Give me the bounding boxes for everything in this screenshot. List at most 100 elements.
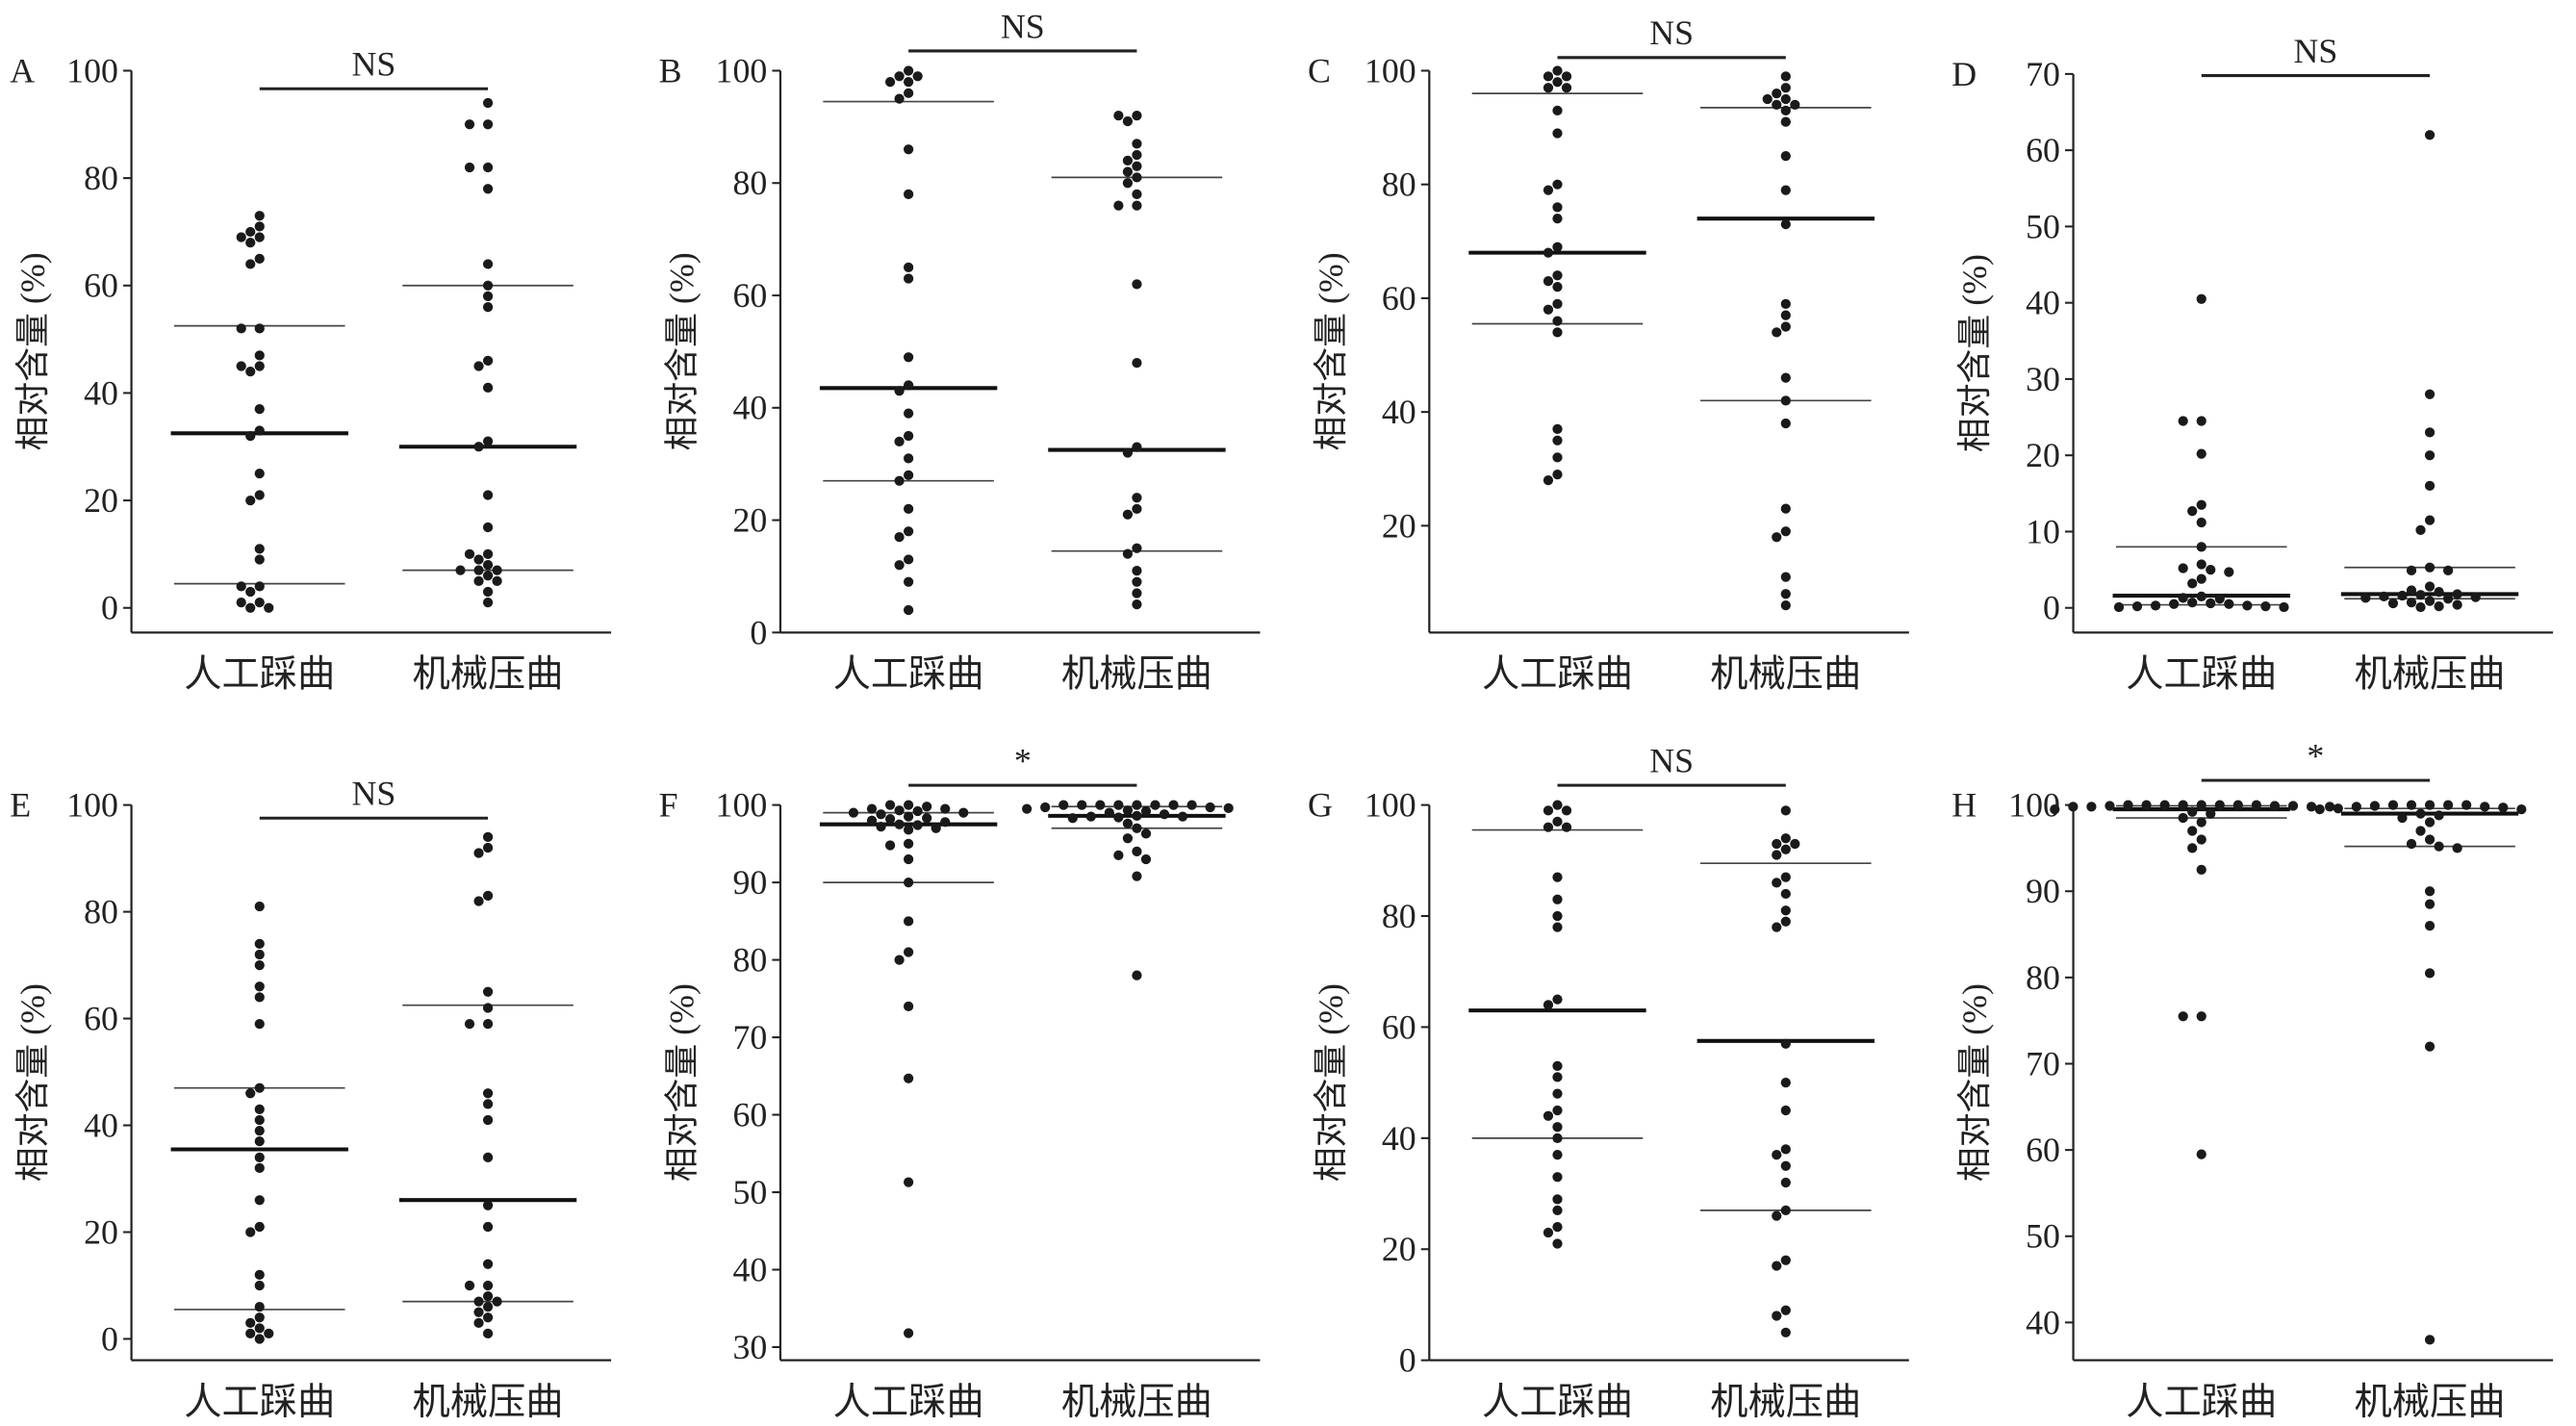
y-tick-label: 90 xyxy=(732,863,767,902)
data-point xyxy=(464,1280,475,1291)
data-point xyxy=(2196,817,2206,828)
data-point xyxy=(884,813,896,825)
y-tick-label: 80 xyxy=(84,159,118,197)
data-point xyxy=(2424,389,2436,399)
data-point xyxy=(1113,111,1124,121)
data-point xyxy=(884,77,896,88)
data-point xyxy=(254,425,265,436)
data-point xyxy=(2214,594,2225,604)
data-point xyxy=(1552,202,1563,213)
data-point xyxy=(2206,808,2216,819)
data-point xyxy=(1552,128,1563,139)
data-point xyxy=(2196,1149,2206,1159)
data-point xyxy=(482,586,494,598)
data-point xyxy=(940,817,951,828)
y-tick-label: 70 xyxy=(732,1018,767,1057)
data-point xyxy=(894,386,905,396)
data-point xyxy=(1762,93,1773,105)
data-point xyxy=(254,1221,265,1233)
y-tick-label: 80 xyxy=(84,893,118,931)
data-point xyxy=(245,1317,256,1328)
data-point xyxy=(1104,807,1114,818)
significance-label: * xyxy=(2307,736,2324,775)
data-point xyxy=(1552,298,1563,309)
data-point xyxy=(254,1136,265,1147)
significance-label: NS xyxy=(1649,13,1694,52)
y-tick-label: 0 xyxy=(1399,1341,1416,1380)
data-point xyxy=(1772,878,1782,888)
data-point xyxy=(931,823,941,833)
data-point xyxy=(1561,805,1572,816)
data-point xyxy=(1780,310,1791,320)
data-point xyxy=(2434,810,2444,821)
data-point xyxy=(2424,886,2436,897)
panel-H: 40 50 60 70 80 90 100 H 相对含量 (%) 人工踩曲 机械压曲 * xyxy=(1951,736,2554,1423)
data-point xyxy=(2196,499,2206,510)
data-point xyxy=(1780,1105,1791,1116)
y-tick-label: 100 xyxy=(66,51,118,89)
data-point xyxy=(482,986,494,997)
data-point xyxy=(1772,1150,1782,1160)
data-point xyxy=(1552,1122,1563,1133)
data-point xyxy=(254,1162,265,1174)
data-point xyxy=(903,838,914,849)
data-point xyxy=(2178,563,2188,573)
data-point xyxy=(1122,818,1134,829)
significance-label: NS xyxy=(351,775,395,813)
data-point xyxy=(245,430,256,442)
x-tick-label: 人工踩曲 xyxy=(2126,654,2277,696)
data-point xyxy=(2369,801,2381,811)
data-point xyxy=(482,831,494,843)
data-point xyxy=(254,469,265,479)
data-point xyxy=(1021,803,1033,814)
data-point xyxy=(464,548,475,560)
data-point xyxy=(2452,843,2462,853)
data-point xyxy=(1552,105,1563,115)
data-point xyxy=(482,97,494,109)
data-point xyxy=(1543,276,1554,287)
data-point xyxy=(2387,800,2399,810)
y-tick-label: 0 xyxy=(101,589,118,627)
data-point xyxy=(884,840,896,851)
y-axis-label: 相对含量 (%) xyxy=(1955,254,1994,452)
data-point xyxy=(254,1114,265,1126)
panel-B: 0 20 40 60 80 100 B 相对含量 (%) 人工踩曲 机械压曲 NS xyxy=(659,7,1261,696)
data-point xyxy=(1122,509,1134,520)
panel-letter: E xyxy=(10,786,31,825)
data-point xyxy=(1772,532,1782,543)
data-point xyxy=(876,822,886,832)
data-point xyxy=(1122,833,1134,844)
data-point xyxy=(2224,598,2234,609)
data-point xyxy=(1132,279,1142,290)
data-point xyxy=(2169,598,2180,609)
panel-E: 0 20 40 60 80 100 E 相对含量 (%) 人工踩曲 机械压曲 NS xyxy=(10,775,612,1423)
data-point xyxy=(1543,1110,1554,1121)
data-point xyxy=(2442,565,2454,576)
data-point xyxy=(482,1312,494,1323)
data-point xyxy=(254,253,265,264)
data-point xyxy=(482,490,494,500)
data-point xyxy=(2178,416,2188,426)
y-tick-label: 80 xyxy=(2026,958,2060,997)
data-point xyxy=(1077,800,1087,810)
data-point xyxy=(482,1259,494,1269)
y-axis-label: 相对含量 (%) xyxy=(1312,252,1350,450)
data-point xyxy=(2424,834,2436,845)
panel-G: 0 20 40 60 80 100 G 相对含量 (%) 人工踩曲 机械压曲 NS xyxy=(1308,741,1909,1423)
data-point xyxy=(482,1018,494,1030)
y-tick-label: 40 xyxy=(1382,1119,1416,1158)
data-point xyxy=(894,560,905,571)
data-point xyxy=(1552,65,1563,76)
data-point xyxy=(903,877,914,888)
data-point xyxy=(1552,327,1563,338)
data-point xyxy=(2187,505,2198,517)
data-point xyxy=(1552,435,1563,446)
data-point xyxy=(254,581,265,592)
x-tick-label: 人工踩曲 xyxy=(1482,654,1633,696)
data-point xyxy=(903,503,914,515)
data-point xyxy=(2387,598,2399,609)
data-point xyxy=(1780,298,1791,309)
data-point xyxy=(1552,872,1563,882)
data-point xyxy=(1780,395,1791,406)
x-tick-label: 机械压曲 xyxy=(2355,1382,2506,1423)
